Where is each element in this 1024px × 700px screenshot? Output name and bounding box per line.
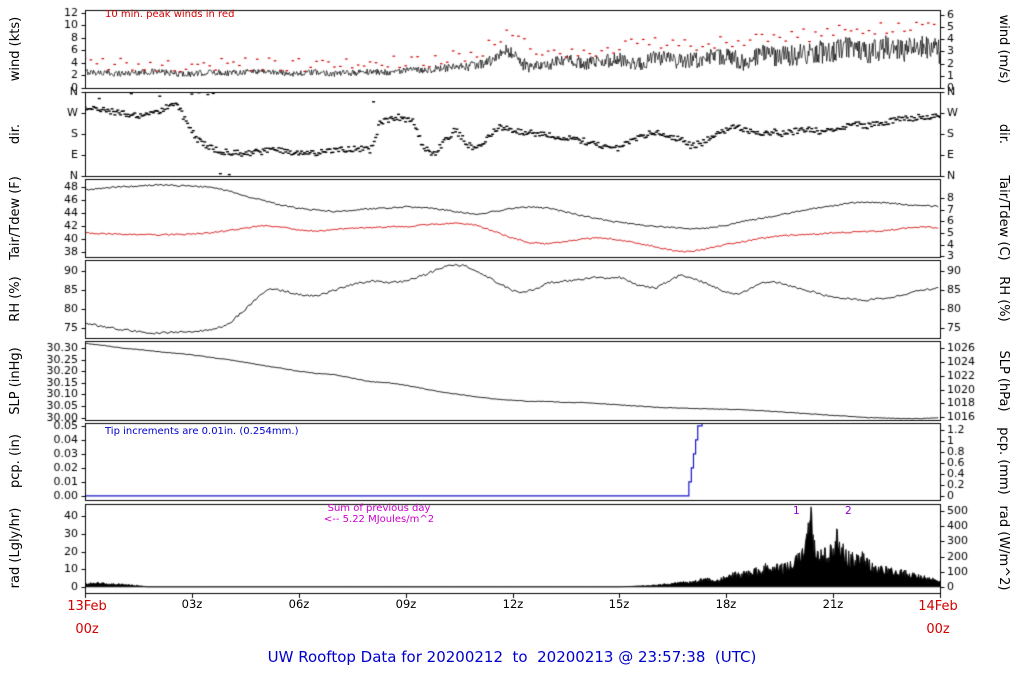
end-time-line: 00z [926, 622, 950, 637]
x-tick-09z: 09z [395, 597, 417, 611]
chart-title: UW Rooftop Data for 20200212 to 20200213… [267, 648, 757, 666]
x-axis-start-date: 13Feb 00z [67, 595, 107, 641]
x-tick-21z: 21z [822, 597, 844, 611]
axis-label-rad-wm2: rad (W/m^2) [996, 505, 1011, 591]
axis-label-rad-lgly: rad (Lgly/hr) [8, 507, 23, 589]
pcp-tip-note: Tip increments are 0.01in. (0.254mm.) [105, 426, 299, 437]
x-tick-03z: 03z [181, 597, 203, 611]
x-tick-15z: 15z [608, 597, 630, 611]
x-tick-12z: 12z [502, 597, 524, 611]
x-axis-end-date: 14Feb 00z [918, 595, 958, 641]
x-tick-18z: 18z [715, 597, 737, 611]
wind-peaks-note: 10 min. peak winds in red [105, 9, 235, 20]
end-date-line: 14Feb [918, 599, 958, 614]
rad-sum-label: Sum of previous day [327, 503, 431, 514]
rad-marker-2: 2 [845, 505, 852, 517]
rad-sum-value: <-- 5.22 MJoules/m^2 [323, 514, 435, 525]
start-date-line: 13Feb [67, 599, 107, 614]
x-tick-06z: 06z [288, 597, 310, 611]
start-time-line: 00z [75, 622, 99, 637]
rad-marker-1: 1 [793, 505, 800, 517]
